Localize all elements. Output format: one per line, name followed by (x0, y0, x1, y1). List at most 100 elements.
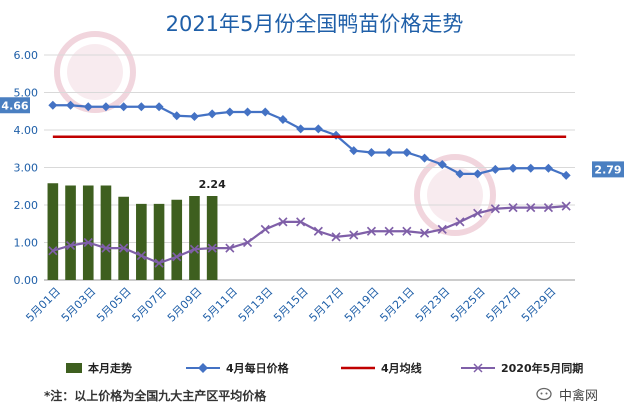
y-axis-ticks: 0.00 1.00 2.00 3.00 4.00 5.00 6.00 (14, 49, 39, 287)
data-point (154, 258, 164, 268)
footnote: *注：以上价格为全国九大主产区平均价格 (44, 389, 267, 403)
data-point (473, 208, 483, 218)
x-tick-label: 5月01日 (23, 285, 63, 325)
data-point (349, 146, 359, 156)
bar (171, 199, 183, 280)
bar (65, 185, 76, 280)
x-tick-label: 5月17日 (307, 285, 347, 325)
value-callout-label: 2.79 (594, 163, 621, 176)
data-point (296, 217, 306, 227)
bar (47, 183, 59, 280)
data-point (366, 226, 377, 236)
data-point (313, 226, 323, 236)
data-point (296, 124, 306, 134)
brand-name: 中禽网 (559, 389, 599, 404)
x-tick-label: 5月09日 (165, 285, 205, 325)
data-point (366, 148, 376, 157)
data-point (189, 244, 200, 254)
y-tick-label: 1.00 (14, 237, 39, 250)
data-point (384, 226, 394, 236)
y-tick-label: 6.00 (14, 49, 39, 62)
bar (206, 196, 218, 280)
data-point (420, 153, 430, 163)
x-tick-label: 5月05日 (94, 285, 134, 325)
data-point (260, 224, 270, 234)
data-point (83, 102, 93, 112)
data-point (490, 164, 500, 174)
x-tick-label: 5月27日 (484, 285, 524, 325)
data-point (384, 148, 394, 157)
data-point (119, 243, 129, 253)
value-callout (0, 97, 30, 114)
bar-value-label: 2.24 (199, 178, 226, 191)
grid-lines (44, 54, 575, 281)
data-point (66, 100, 76, 110)
y-tick-label: 5.00 (14, 87, 39, 100)
data-point (508, 203, 518, 213)
data-point (473, 169, 483, 179)
legend-swatch-2020 (461, 363, 495, 373)
bar (118, 196, 129, 280)
data-point (419, 228, 430, 238)
value-callout (592, 161, 624, 178)
bars-series (47, 183, 218, 280)
data-point (189, 112, 199, 121)
data-point (207, 109, 217, 119)
data-point (508, 163, 518, 173)
april-daily-line (52, 104, 567, 177)
x-tick-label: 5月03日 (59, 285, 99, 325)
y-tick-label: 2.00 (14, 199, 39, 212)
data-point (349, 230, 359, 240)
value-callout-label: 4.66 (1, 99, 28, 112)
legend-item-april-avg: 4月均线 (341, 360, 422, 376)
bar (136, 203, 147, 280)
data-point (455, 169, 465, 179)
brand-watermark: 中禽网 (536, 385, 598, 404)
y-tick-label: 0.00 (14, 274, 39, 287)
x-tick-label: 5月15日 (271, 285, 311, 325)
data-point (490, 204, 500, 214)
bar (100, 185, 112, 280)
data-point (225, 107, 235, 117)
data-point (402, 148, 412, 157)
data-point (48, 100, 58, 110)
x-tick-label: 5月11日 (200, 285, 240, 325)
annotations: 4.66 2.79 2.24 (0, 97, 624, 191)
watermark-logo (54, 31, 496, 236)
legend-item-april-daily: 4月每日价格 (186, 360, 289, 376)
x-tick-label: 5月21日 (377, 285, 417, 325)
chart-title: 2021年5月份全国鸭苗价格走势 (165, 12, 464, 36)
data-point (65, 240, 76, 251)
data-point (136, 102, 146, 112)
wechat-icon (536, 387, 552, 400)
x-tick-label: 5月13日 (236, 285, 276, 325)
data-point (437, 160, 447, 169)
x-axis-ticks: 5月01日5月03日5月05日5月07日5月09日5月11日5月13日5月15日… (23, 285, 558, 325)
data-point (242, 237, 253, 248)
data-point (278, 217, 288, 227)
x-tick-label: 5月07日 (130, 285, 170, 325)
data-point (313, 124, 323, 134)
data-point (225, 243, 235, 253)
legend-label-april-avg: 4月均线 (381, 362, 422, 375)
y-tick-label: 3.00 (14, 162, 39, 175)
data-point (48, 246, 58, 256)
legend-swatch-april-daily (186, 363, 220, 373)
data-point (561, 201, 571, 211)
data-point (455, 217, 465, 227)
data-point (136, 251, 146, 261)
x-tick-label: 5月23日 (413, 285, 453, 325)
bar (153, 203, 165, 280)
x-tick-label: 5月19日 (342, 285, 382, 325)
data-point (101, 102, 111, 112)
data-point (543, 163, 553, 173)
data-point (543, 203, 554, 213)
legend-item-2020: 2020年5月同期 (461, 360, 583, 376)
prior-year-line (52, 205, 567, 265)
data-point (402, 226, 412, 236)
data-point (331, 232, 341, 242)
data-point (172, 252, 182, 262)
line-series (48, 100, 571, 268)
legend-item-bars: 本月走势 (66, 360, 132, 376)
